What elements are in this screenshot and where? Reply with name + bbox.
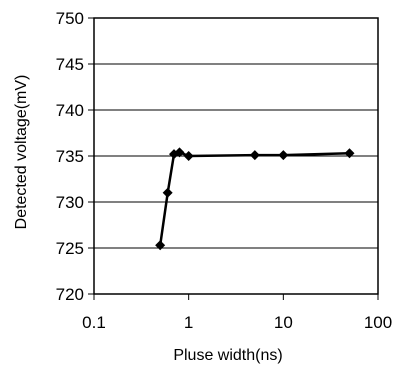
y-tick-label: 735: [56, 147, 84, 166]
y-tick-label: 730: [56, 193, 84, 212]
y-axis-ticks: 720 725 730 735 740 745 750: [56, 9, 94, 304]
y-tick-label: 745: [56, 55, 84, 74]
series-line: [158, 151, 350, 246]
data-point-diamond: [174, 147, 185, 158]
y-axis-title: Detected voltage(mV): [13, 75, 30, 230]
x-axis-title: Pluse width(ns): [173, 347, 282, 364]
x-tick-label: 1: [184, 313, 193, 332]
y-tick-label: 720: [56, 285, 84, 304]
data-point-diamond: [183, 151, 194, 161]
y-tick-label: 725: [56, 239, 84, 258]
x-tick-label: 100: [364, 313, 392, 332]
y-tick-label: 740: [56, 101, 84, 120]
data-point-diamond: [162, 187, 173, 198]
data-point-diamond: [155, 240, 166, 251]
data-point-diamond: [344, 148, 355, 159]
y-tick-label: 750: [56, 9, 84, 28]
x-tick-label: 0.1: [82, 313, 106, 332]
x-tick-label: 10: [274, 313, 293, 332]
series-group: [155, 147, 355, 251]
data-point-diamond: [278, 150, 289, 161]
data-point-diamond: [249, 150, 260, 161]
x-axis-ticks: 0.1 1 10 100: [82, 294, 392, 332]
